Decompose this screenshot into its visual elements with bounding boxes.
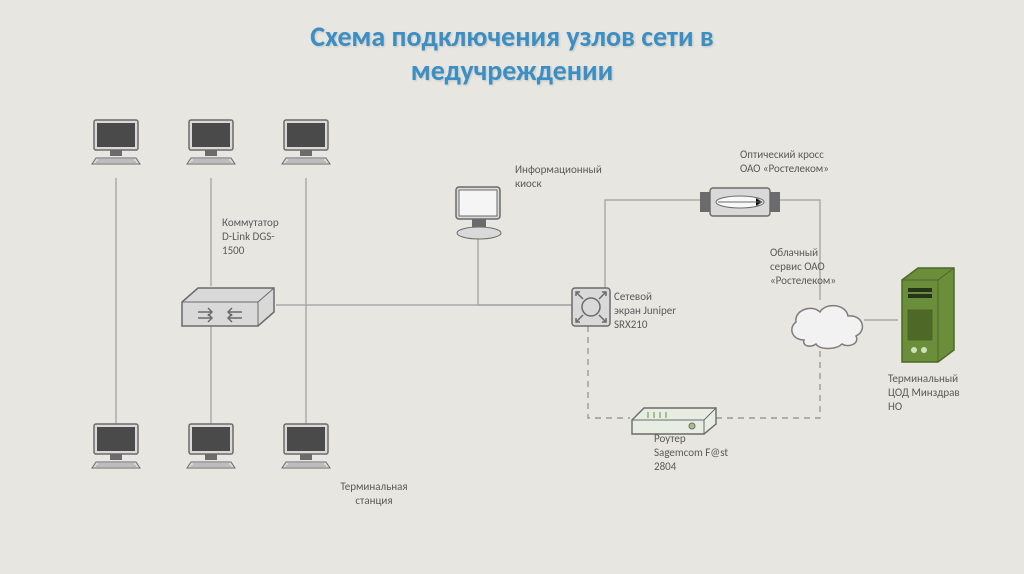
server-icon <box>896 264 960 368</box>
router-icon <box>628 400 720 436</box>
pc-icon <box>278 422 334 480</box>
label-datacenter: ТерминальныйЦОД МинздравНО <box>888 372 988 413</box>
cloud-icon <box>782 296 872 352</box>
pc-icon <box>278 118 334 176</box>
kiosk-icon <box>448 183 512 243</box>
switch-icon <box>178 282 278 330</box>
pc-icon <box>88 422 144 480</box>
label-terminal-station: Терминальнаястанция <box>324 480 424 508</box>
optical-icon <box>698 184 782 220</box>
firewall-icon <box>570 286 612 328</box>
label-cloud-service: Облачныйсервис ОАО«Ростелеком» <box>770 246 860 287</box>
label-firewall: Сетевойэкран JuniperSRX210 <box>614 290 704 331</box>
pc-icon <box>183 422 239 480</box>
label-switch: КоммутаторD-Link DGS-1500 <box>222 216 312 257</box>
diagram-canvas <box>0 0 1024 574</box>
label-optical-cross: Оптический кроссОАО «Ростелеком» <box>740 148 870 176</box>
pc-icon <box>183 118 239 176</box>
pc-icon <box>88 118 144 176</box>
label-router: РоутерSagemcom F@st2804 <box>654 432 764 473</box>
label-info-kiosk: Информационныйкиоск <box>515 163 635 191</box>
